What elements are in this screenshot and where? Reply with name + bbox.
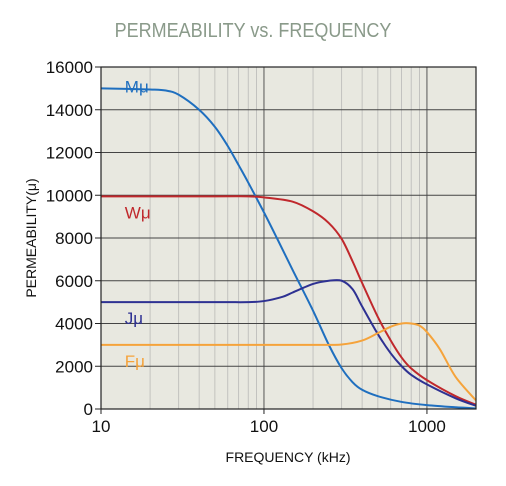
y-tick-label: 4000	[55, 315, 93, 334]
series-labels: Mμ Wμ Jμ Fμ	[125, 77, 151, 371]
series-line-j	[100, 279, 477, 407]
y-tick-label: 16000	[46, 58, 93, 77]
x-tick-label: 100	[250, 417, 278, 436]
x-axis-label: FREQUENCY (kHz)	[226, 449, 351, 465]
y-tick-label: 8000	[55, 229, 93, 248]
series-label: Fμ	[125, 352, 145, 371]
series-lines	[100, 87, 477, 410]
y-tick-label: 6000	[55, 272, 93, 291]
y-axis-ticks: 0 2000 4000 6000 8000 10000 12000 14000 16000	[46, 58, 101, 419]
series-line-m	[100, 87, 477, 410]
series-line-f	[101, 322, 477, 402]
series-label: Mμ	[125, 77, 149, 96]
y-axis-label: PERMEABILITY(μ)	[23, 178, 39, 297]
y-tick-label: 14000	[46, 101, 93, 120]
y-tick-label: 12000	[46, 144, 93, 163]
chart-title: PERMEABILITY vs. FREQUENCY	[114, 20, 392, 42]
x-tick-label: 10	[92, 417, 111, 436]
x-axis-ticks: 10 100 1000	[92, 409, 446, 436]
y-tick-label: 0	[84, 400, 93, 419]
x-tick-label: 1000	[408, 417, 446, 436]
series-line-w	[101, 195, 477, 406]
y-tick-label: 10000	[46, 186, 93, 205]
series-label: Wμ	[125, 203, 151, 222]
y-tick-label: 2000	[55, 357, 93, 376]
series-label: Jμ	[125, 309, 143, 328]
